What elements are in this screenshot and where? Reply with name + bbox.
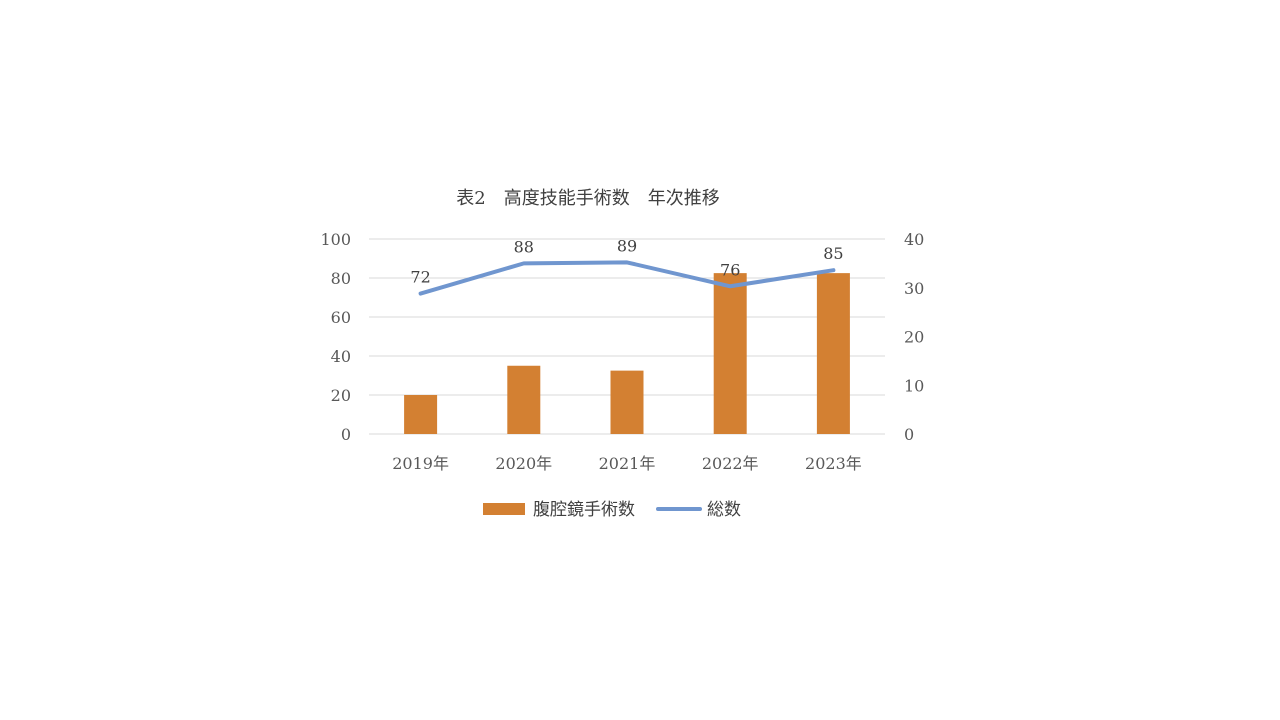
legend-swatch-bar [483, 503, 525, 515]
total-line [418, 260, 836, 296]
line-series [418, 260, 836, 296]
right-tick-label: 40 [904, 230, 924, 249]
left-tick-label: 20 [331, 386, 351, 405]
right-tick-label: 10 [904, 376, 924, 395]
line-data-label: 88 [514, 237, 534, 256]
bar [816, 273, 850, 434]
bar [610, 370, 644, 434]
x-tick-label: 2021年 [599, 454, 656, 473]
left-tick-label: 40 [331, 347, 351, 366]
chart-title: 表2 高度技能手術数 年次推移 [456, 188, 719, 209]
x-axis-ticks: 2019年 2020年 2021年 2022年 2023年 [392, 454, 862, 473]
right-axis-ticks: 0 10 20 30 40 [904, 230, 924, 444]
x-tick-label: 2020年 [495, 454, 552, 473]
legend-label-line: 総数 [707, 500, 741, 520]
right-tick-label: 0 [904, 425, 914, 444]
x-tick-label: 2019年 [392, 454, 449, 473]
gridlines [369, 238, 885, 435]
left-tick-label: 100 [320, 230, 351, 249]
line-data-label: 89 [617, 236, 637, 255]
line-data-label: 76 [720, 260, 740, 279]
left-tick-label: 80 [331, 269, 351, 288]
left-axis-ticks: 0 20 40 60 80 100 [320, 230, 351, 444]
bar-series [404, 273, 850, 434]
left-tick-label: 60 [331, 308, 351, 327]
bar [713, 273, 747, 434]
x-tick-label: 2022年 [702, 454, 759, 473]
bar [404, 395, 438, 434]
right-tick-label: 20 [904, 328, 924, 347]
legend: 腹腔鏡手術数 総数 [483, 500, 741, 520]
legend-label-bar: 腹腔鏡手術数 [533, 500, 635, 520]
x-tick-label: 2023年 [805, 454, 862, 473]
left-tick-label: 0 [341, 425, 351, 444]
bar [507, 365, 541, 434]
line-data-label: 72 [410, 268, 430, 287]
line-data-label: 85 [823, 244, 843, 263]
line-data-labels: 72 88 89 76 85 [410, 236, 843, 286]
right-tick-label: 30 [904, 279, 924, 298]
